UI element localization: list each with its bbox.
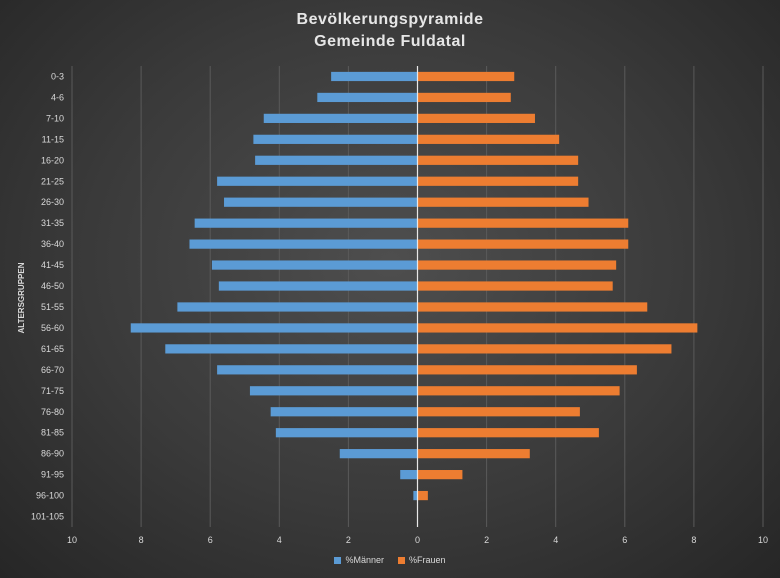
bar-maenner — [331, 71, 418, 82]
bar-frauen — [417, 260, 617, 270]
chart-title-line1: Bevölkerungspyramide — [296, 11, 484, 28]
y-tick-label: 96-100 — [36, 491, 64, 501]
legend-swatch-maenner — [334, 556, 342, 564]
bar-frauen — [417, 428, 599, 438]
bar-frauen — [417, 470, 463, 480]
y-tick-label: 91-95 — [41, 470, 64, 480]
y-tick-label: 11-15 — [42, 134, 64, 144]
bar-frauen — [417, 218, 629, 228]
y-tick-label: 7-10 — [46, 113, 64, 123]
bar-frauen — [417, 239, 629, 249]
x-tick-label: 0 — [415, 535, 420, 545]
bar-frauen — [417, 92, 511, 103]
y-tick-label: 86-90 — [41, 449, 64, 459]
chart-title: Bevölkerungspyramide Gemeinde Fuldatal — [0, 9, 780, 53]
x-tick-label: 4 — [277, 535, 282, 545]
legend-label-frauen: %Frauen — [409, 555, 446, 565]
bars — [130, 66, 698, 527]
bar-maenner — [339, 449, 418, 459]
gridlines — [71, 66, 764, 527]
y-tick-label: 0-3 — [51, 71, 64, 81]
bar-frauen — [417, 365, 637, 375]
bar-frauen — [417, 407, 580, 417]
bar-maenner — [194, 218, 418, 228]
y-tick-label: 101-105 — [31, 512, 64, 522]
x-tick-label: 2 — [484, 535, 489, 545]
bar-frauen — [417, 302, 648, 312]
bar-maenner — [253, 134, 418, 144]
bar-frauen — [417, 155, 579, 165]
bar-maenner — [255, 155, 418, 165]
y-tick-labels: 0-3 4-6 7-10 11-15 16-20 21-25 26-30 31-35 36-40… — [31, 71, 64, 521]
bar-maenner — [249, 386, 418, 396]
bar-maenner — [218, 281, 418, 291]
bar-maenner — [263, 113, 418, 123]
bar-frauen — [417, 323, 698, 333]
y-tick-label: 21-25 — [41, 176, 64, 186]
bar-maenner — [413, 490, 418, 501]
bar-frauen — [417, 176, 579, 186]
y-tick-label: 61-65 — [41, 344, 64, 354]
legend-item-frauen: %Frauen — [398, 555, 446, 565]
chart-title-line2: Gemeinde Fuldatal — [314, 33, 466, 50]
bar-frauen — [417, 113, 535, 123]
x-tick-label: 10 — [67, 535, 77, 545]
bar-frauen — [417, 281, 613, 291]
y-tick-label: 76-80 — [41, 407, 64, 417]
x-tick-label: 8 — [139, 535, 144, 545]
bar-maenner — [211, 260, 418, 270]
bar-maenner — [270, 407, 418, 417]
bar-maenner — [317, 92, 418, 103]
y-tick-label: 26-30 — [41, 197, 64, 207]
y-tick-label: 16-20 — [41, 155, 64, 165]
y-tick-label: 36-40 — [41, 239, 64, 249]
bar-maenner — [275, 428, 418, 438]
bar-maenner — [400, 470, 418, 480]
bar-frauen — [417, 134, 560, 144]
bar-maenner — [130, 323, 418, 333]
x-tick-label: 4 — [553, 535, 558, 545]
bar-maenner — [224, 197, 418, 207]
bar-frauen — [417, 449, 530, 459]
x-tick-label: 10 — [758, 535, 768, 545]
x-tick-label: 2 — [346, 535, 351, 545]
legend-label-maenner: %Männer — [345, 555, 384, 565]
y-tick-label: 71-75 — [41, 386, 64, 396]
x-tick-label: 8 — [691, 535, 696, 545]
bar-frauen — [417, 490, 428, 501]
y-tick-label: 41-45 — [41, 260, 64, 270]
y-tick-label: 51-55 — [41, 302, 64, 312]
bar-maenner — [177, 302, 418, 312]
x-tick-label: 6 — [208, 535, 213, 545]
y-tick-label: 66-70 — [41, 365, 64, 375]
legend-swatch-frauen — [398, 556, 405, 564]
legend-item-maenner: %Männer — [334, 555, 384, 565]
bar-frauen — [417, 386, 620, 396]
y-tick-label: 31-35 — [41, 218, 64, 228]
bar-frauen — [417, 344, 672, 354]
bar-maenner — [189, 239, 418, 249]
bar-maenner — [217, 365, 418, 375]
y-tick-label: 81-85 — [41, 428, 64, 438]
y-tick-label: 46-50 — [41, 281, 64, 291]
y-tick-label: 4-6 — [51, 92, 64, 102]
y-tick-label: 56-60 — [41, 323, 64, 333]
x-tick-label: 6 — [622, 535, 627, 545]
bar-maenner — [165, 344, 418, 354]
bar-maenner — [217, 176, 418, 186]
legend: %Männer %Frauen — [0, 555, 780, 565]
y-axis-label: ALTERSGRUPPEN — [17, 262, 26, 333]
x-tick-labels: 10 8 6 4 2 0 2 4 6 8 10 — [67, 535, 768, 545]
bar-frauen — [417, 71, 515, 82]
bar-frauen — [417, 197, 589, 207]
